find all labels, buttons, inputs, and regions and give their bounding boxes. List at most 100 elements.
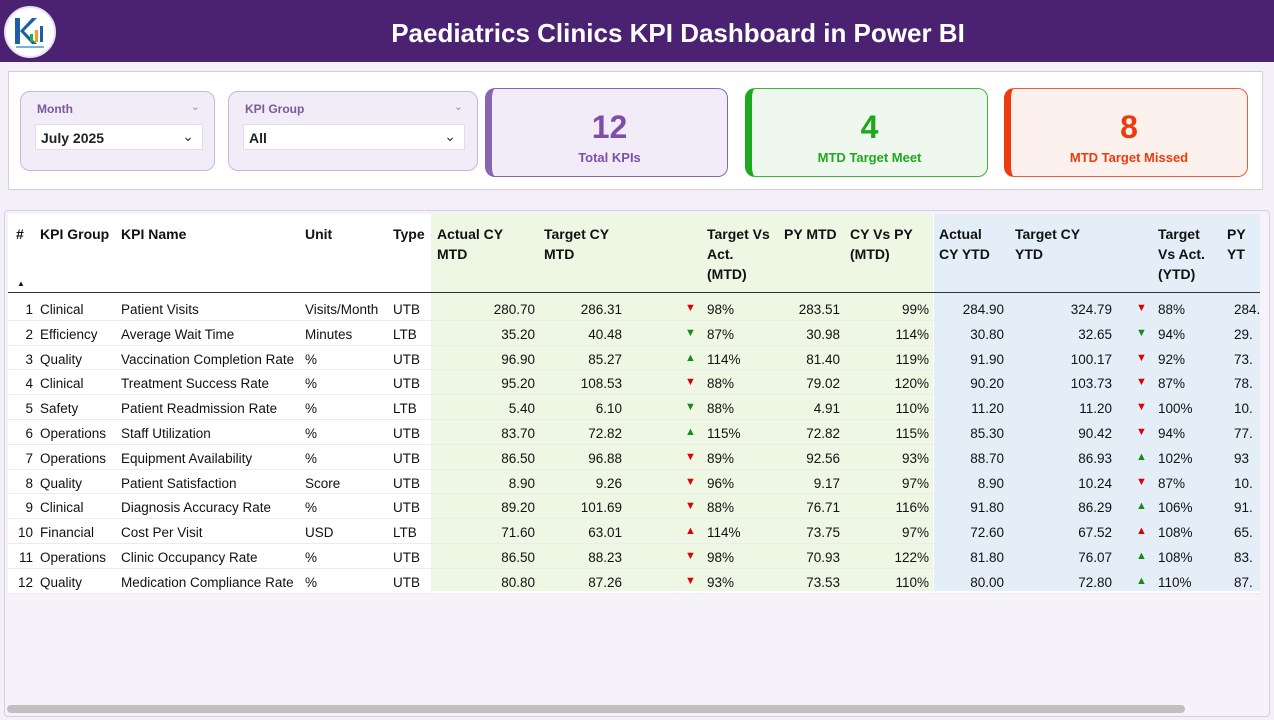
- header-target-vs-act-mtd[interactable]: Target Vs Act. (MTD): [707, 224, 770, 284]
- table-row[interactable]: 7 Operations Equipment Availability% UTB 86.…: [8, 445, 1260, 470]
- table-row[interactable]: 2 Efficiency Average Wait Time Minutes LTB 35…: [8, 321, 1260, 346]
- cell-target-vs-act-mtd: 98%: [707, 302, 735, 317]
- cell-cy-vs-py-mtd: 120%: [894, 376, 929, 392]
- kpi-group-slicer-label: KPI Group: [245, 102, 305, 116]
- cell-unit: Minutes: [305, 326, 353, 342]
- header-line: YTD: [1015, 246, 1043, 262]
- cell-py-ytd: 78.: [1234, 376, 1253, 392]
- cell-actual-cy-mtd: 280.70: [493, 302, 535, 317]
- sort-ascending-icon[interactable]: ▲: [17, 279, 25, 288]
- cell-target-vs-act-mtd: 115%: [707, 426, 741, 441]
- triangle-down-red-icon: ▼: [685, 500, 696, 513]
- header-line: Target CY: [1015, 226, 1081, 242]
- cell-target-cy-ytd: 72.80: [1078, 574, 1112, 590]
- table-row[interactable]: 4 Clinical Treatment Success Rate% UTB 95.20…: [8, 370, 1260, 395]
- row-divider: [8, 319, 1260, 321]
- table-row[interactable]: 11 Operations Clinic Occupancy Rate% UTB 86.…: [8, 544, 1260, 569]
- chevron-down-icon[interactable]: ⌄: [444, 128, 456, 144]
- collapse-chevron-icon[interactable]: ⌄: [190, 101, 200, 113]
- cell-cy-vs-py-mtd: 97%: [901, 475, 929, 491]
- cell-cy-vs-py-mtd: 110%: [895, 574, 929, 590]
- mtd-target-meet-label: MTD Target Meet: [817, 150, 922, 165]
- table-row[interactable]: 10 Financial Cost Per Visit USD LTB 71.60 63.0…: [8, 519, 1260, 544]
- total-kpis-card: 12 Total KPIs: [485, 88, 728, 177]
- cell-py-mtd: 79.02: [806, 376, 840, 392]
- cell-target-vs-act-ytd: 87%: [1158, 376, 1186, 392]
- header-kpi-name[interactable]: KPI Name: [121, 226, 187, 242]
- cell-target-cy-mtd: 286.31: [580, 302, 622, 317]
- cell-target-vs-act-ytd: 94%: [1158, 426, 1186, 441]
- table-row[interactable]: 9 Clinical Diagnosis Accuracy Rate% UTB 89.2…: [8, 494, 1260, 519]
- cell-target-cy-ytd: 90.42: [1078, 426, 1112, 441]
- cell-target-vs-act-ytd: 87%: [1158, 475, 1186, 491]
- month-slicer[interactable]: Month ⌄ July 2025 ⌄: [20, 91, 215, 171]
- cell-unit: %: [305, 574, 318, 590]
- table-row[interactable]: 8 Quality Patient Satisfaction Score UTB 8.90…: [8, 470, 1260, 495]
- kpi-group-dropdown[interactable]: All ⌄: [243, 124, 465, 150]
- cell-kpi-name: Patient Readmission Rate: [121, 401, 278, 417]
- table-row[interactable]: 12 Quality Medication Compliance Rate% UTB 8…: [8, 569, 1260, 594]
- header-unit[interactable]: Unit: [305, 226, 333, 242]
- cell-kpi-name: Equipment Availability: [121, 450, 253, 466]
- cell-actual-cy-ytd: 91.80: [970, 500, 1004, 516]
- header-actual-cy-mtd[interactable]: Actual CY MTD: [437, 224, 503, 264]
- row-divider: [8, 493, 1260, 495]
- header-type[interactable]: Type: [393, 226, 425, 242]
- cell-py-ytd: 29.: [1234, 326, 1253, 342]
- cell-unit: %: [305, 426, 318, 441]
- table-row[interactable]: 5 Safety Patient Readmission Rate% LTB 5.40 6…: [8, 395, 1260, 420]
- header-actual-cy-ytd[interactable]: Actual CY YTD: [939, 224, 990, 264]
- chevron-down-icon[interactable]: ⌄: [182, 128, 194, 144]
- header-py-ytd[interactable]: PY YT: [1227, 226, 1246, 262]
- cell-actual-cy-mtd: 89.20: [501, 500, 535, 516]
- cell-unit: %: [305, 376, 318, 392]
- header-target-cy-mtd[interactable]: Target CY MTD: [544, 224, 609, 264]
- cell-kpi-group: Operations: [40, 450, 107, 466]
- table-row[interactable]: 6 Operations Staff Utilization% UTB 83.70 72.…: [8, 420, 1260, 445]
- cell-target-vs-act-ytd: 108%: [1158, 525, 1193, 541]
- cell-actual-cy-ytd: 90.20: [970, 376, 1004, 392]
- cell-type: LTB: [393, 525, 417, 541]
- total-kpis-value: 12: [591, 109, 628, 145]
- cell-target-cy-ytd: 86.93: [1078, 450, 1112, 466]
- cell-actual-cy-ytd: 88.70: [970, 450, 1004, 466]
- header-line: CY YTD: [939, 246, 990, 262]
- row-divider: [8, 344, 1260, 346]
- cell-num: 6: [25, 426, 33, 441]
- cell-py-mtd: 76.71: [806, 500, 840, 516]
- cell-kpi-group: Clinical: [40, 376, 84, 392]
- cell-unit: %: [305, 351, 318, 367]
- header-target-cy-ytd[interactable]: Target CY YTD: [1015, 224, 1080, 264]
- header-target-vs-act-ytd[interactable]: Target Vs Act. (YTD): [1158, 224, 1205, 284]
- cell-unit: %: [305, 450, 318, 466]
- triangle-down-red-icon: ▼: [685, 376, 696, 389]
- header-divider: [8, 292, 1260, 293]
- header-cy-vs-py-mtd[interactable]: CY Vs PY (MTD): [850, 224, 913, 264]
- month-dropdown[interactable]: July 2025 ⌄: [35, 124, 203, 150]
- horizontal-scrollbar[interactable]: [7, 705, 1185, 713]
- cell-target-vs-act-ytd: 100%: [1158, 401, 1193, 417]
- cell-unit: Visits/Month: [305, 302, 379, 317]
- cell-actual-cy-mtd: 8.90: [508, 475, 535, 491]
- header-kpi-group[interactable]: KPI Group: [40, 226, 110, 242]
- cell-py-ytd: 284.: [1234, 302, 1260, 317]
- cell-py-ytd: 83.: [1234, 550, 1253, 565]
- collapse-chevron-icon[interactable]: ⌄: [453, 101, 463, 113]
- cell-num: 7: [25, 450, 33, 466]
- table-row[interactable]: 1 Clinical Patient Visits Visits/Month UTB 28…: [8, 296, 1260, 321]
- cell-py-mtd: 9.17: [813, 475, 840, 491]
- header-py-mtd[interactable]: PY MTD: [784, 226, 837, 242]
- cell-actual-cy-ytd: 85.30: [970, 426, 1004, 441]
- cell-kpi-name: Vaccination Completion Rate: [121, 351, 295, 367]
- cell-type: UTB: [393, 376, 420, 392]
- row-divider: [8, 443, 1260, 445]
- kpi-group-slicer[interactable]: KPI Group ⌄ All ⌄: [228, 91, 478, 171]
- cell-actual-cy-ytd: 11.20: [971, 401, 1004, 417]
- cell-kpi-name: Patient Visits: [121, 302, 199, 317]
- cell-type: UTB: [393, 426, 420, 441]
- table-row[interactable]: 3 Quality Vaccination Completion Rate% UTB 9…: [8, 346, 1260, 371]
- cell-target-cy-mtd: 87.26: [588, 574, 622, 590]
- cell-target-cy-ytd: 100.17: [1070, 351, 1112, 367]
- header-num[interactable]: #: [16, 226, 24, 242]
- cell-kpi-name: Diagnosis Accuracy Rate: [121, 500, 272, 516]
